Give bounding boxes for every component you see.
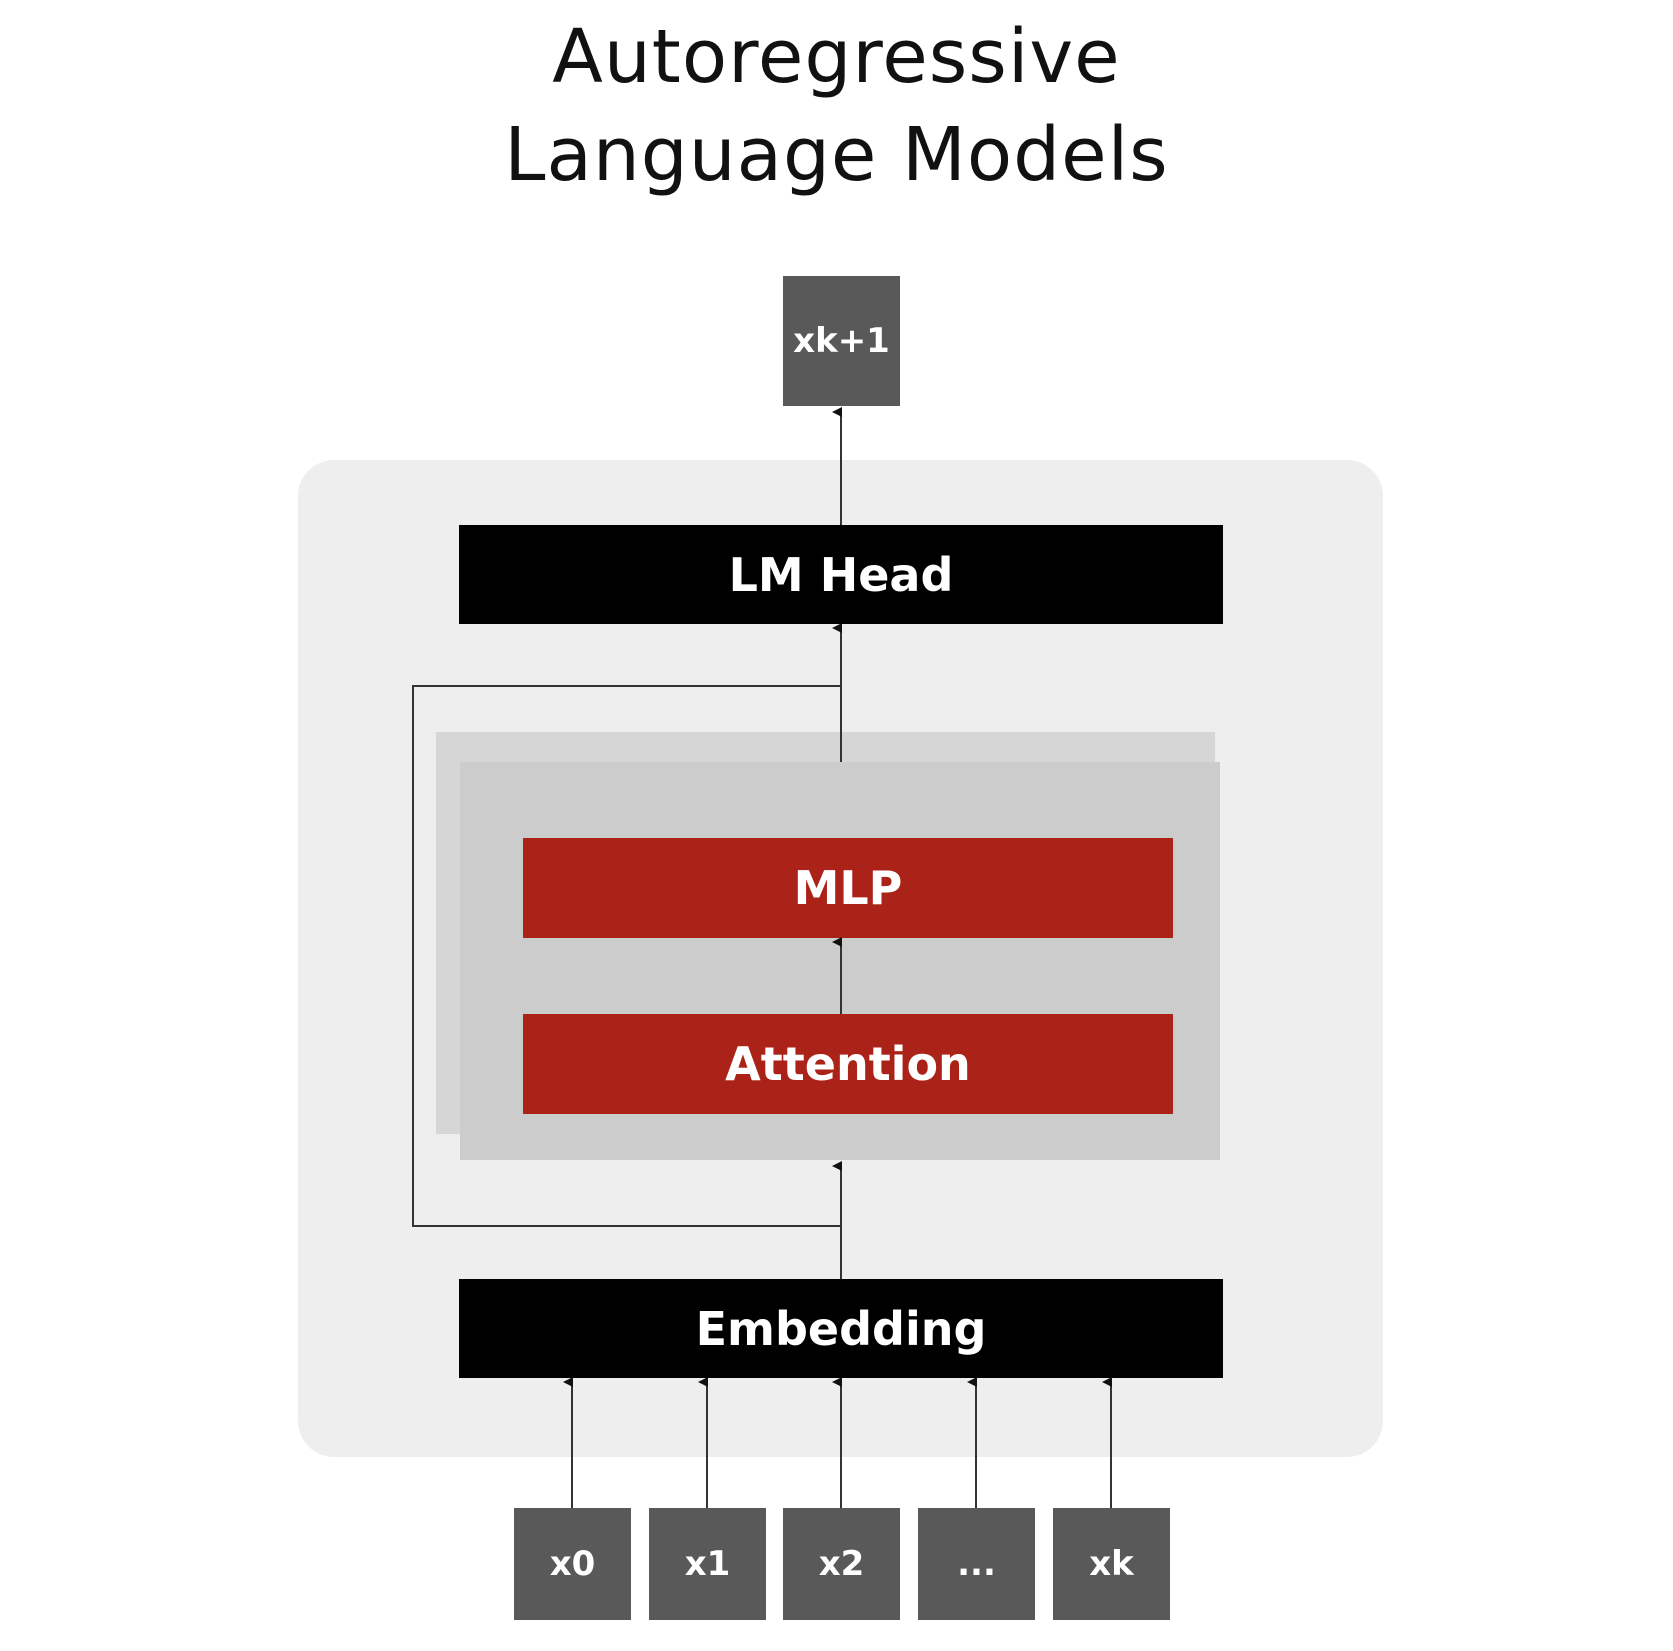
input-token: x2 xyxy=(783,1508,900,1620)
input-token: x0 xyxy=(514,1508,631,1620)
input-token: x1 xyxy=(649,1508,766,1620)
attention-block: Attention xyxy=(523,1014,1173,1114)
embedding-block: Embedding xyxy=(459,1279,1223,1378)
input-token: xk xyxy=(1053,1508,1170,1620)
diagram-title-line-2: Language Models xyxy=(504,112,1169,198)
mlp-block: MLP xyxy=(523,838,1173,938)
input-token: ... xyxy=(918,1508,1035,1620)
diagram-title-line-1: Autoregressive xyxy=(552,14,1121,100)
output-token: xk+1 xyxy=(783,276,900,406)
lm-head-block: LM Head xyxy=(459,525,1223,624)
